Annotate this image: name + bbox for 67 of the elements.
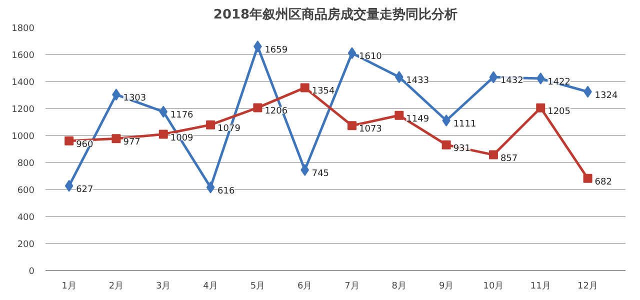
y-tick-label: 200 <box>17 240 35 250</box>
data-label: 1079 <box>218 124 241 134</box>
data-label: 931 <box>453 144 470 154</box>
chart-title: 2018年叙州区商品房成交量走势同比分析 <box>213 6 458 22</box>
point <box>253 103 262 112</box>
data-label: 960 <box>76 140 94 150</box>
data-label: 1422 <box>548 78 571 88</box>
data-label: 616 <box>218 186 235 196</box>
point <box>300 164 310 176</box>
data-label: 1073 <box>359 124 382 135</box>
point <box>206 120 216 130</box>
point <box>394 71 404 84</box>
point <box>442 140 451 150</box>
y-tick-label: 400 <box>17 213 35 223</box>
data-label: 1324 <box>594 90 618 101</box>
point <box>64 180 74 192</box>
point <box>159 106 168 118</box>
data-label: 857 <box>500 154 518 164</box>
x-tick-label: 6月 <box>297 282 312 292</box>
y-tick-label: 600 <box>17 186 35 196</box>
y-tick-label: 1200 <box>12 105 35 115</box>
y-tick-label: 0 <box>28 267 35 277</box>
y-tick-label: 1600 <box>12 51 35 61</box>
data-label: 1205 <box>548 106 571 117</box>
data-label: 1303 <box>123 94 146 104</box>
point <box>348 121 357 130</box>
x-tick-label: 11月 <box>530 282 551 292</box>
x-tick-label: 3月 <box>156 282 171 292</box>
data-label: 1176 <box>170 110 194 121</box>
data-label: 977 <box>123 138 140 148</box>
y-tick-label: 1000 <box>12 132 35 142</box>
data-label: 1149 <box>406 114 430 124</box>
x-tick-label: 2月 <box>108 282 124 292</box>
data-label: 1659 <box>264 46 288 56</box>
data-label: 682 <box>594 177 612 188</box>
y-tick-label: 1800 <box>12 24 35 34</box>
point <box>206 181 215 194</box>
data-label: 627 <box>76 184 94 195</box>
point <box>158 130 168 139</box>
data-label: 1111 <box>453 120 476 130</box>
point <box>536 103 546 112</box>
y-tick-label: 800 <box>17 159 35 169</box>
x-tick-label: 9月 <box>438 282 454 292</box>
x-tick-label: 12月 <box>578 282 598 292</box>
point <box>488 150 498 160</box>
x-tick-label: 4月 <box>203 282 218 292</box>
x-tick-label: 7月 <box>344 282 360 292</box>
data-label: 1432 <box>500 76 524 86</box>
data-label: 1610 <box>359 52 382 62</box>
x-tick-label: 1月 <box>62 282 76 292</box>
data-label: 1433 <box>406 76 430 86</box>
point <box>489 71 498 84</box>
data-label: 1009 <box>170 133 194 144</box>
y-tick-label: 1400 <box>12 78 35 88</box>
point <box>394 110 404 120</box>
point <box>112 134 121 144</box>
point <box>64 136 74 146</box>
x-tick-label: 5月 <box>250 282 266 292</box>
point <box>300 83 310 92</box>
data-label: 1206 <box>264 106 288 117</box>
x-tick-label: 10月 <box>483 282 504 292</box>
data-label: 745 <box>312 168 330 179</box>
point <box>583 174 592 183</box>
point <box>348 47 356 60</box>
x-tick-label: 8月 <box>392 282 407 292</box>
point <box>536 72 545 85</box>
data-label: 1354 <box>312 86 336 97</box>
